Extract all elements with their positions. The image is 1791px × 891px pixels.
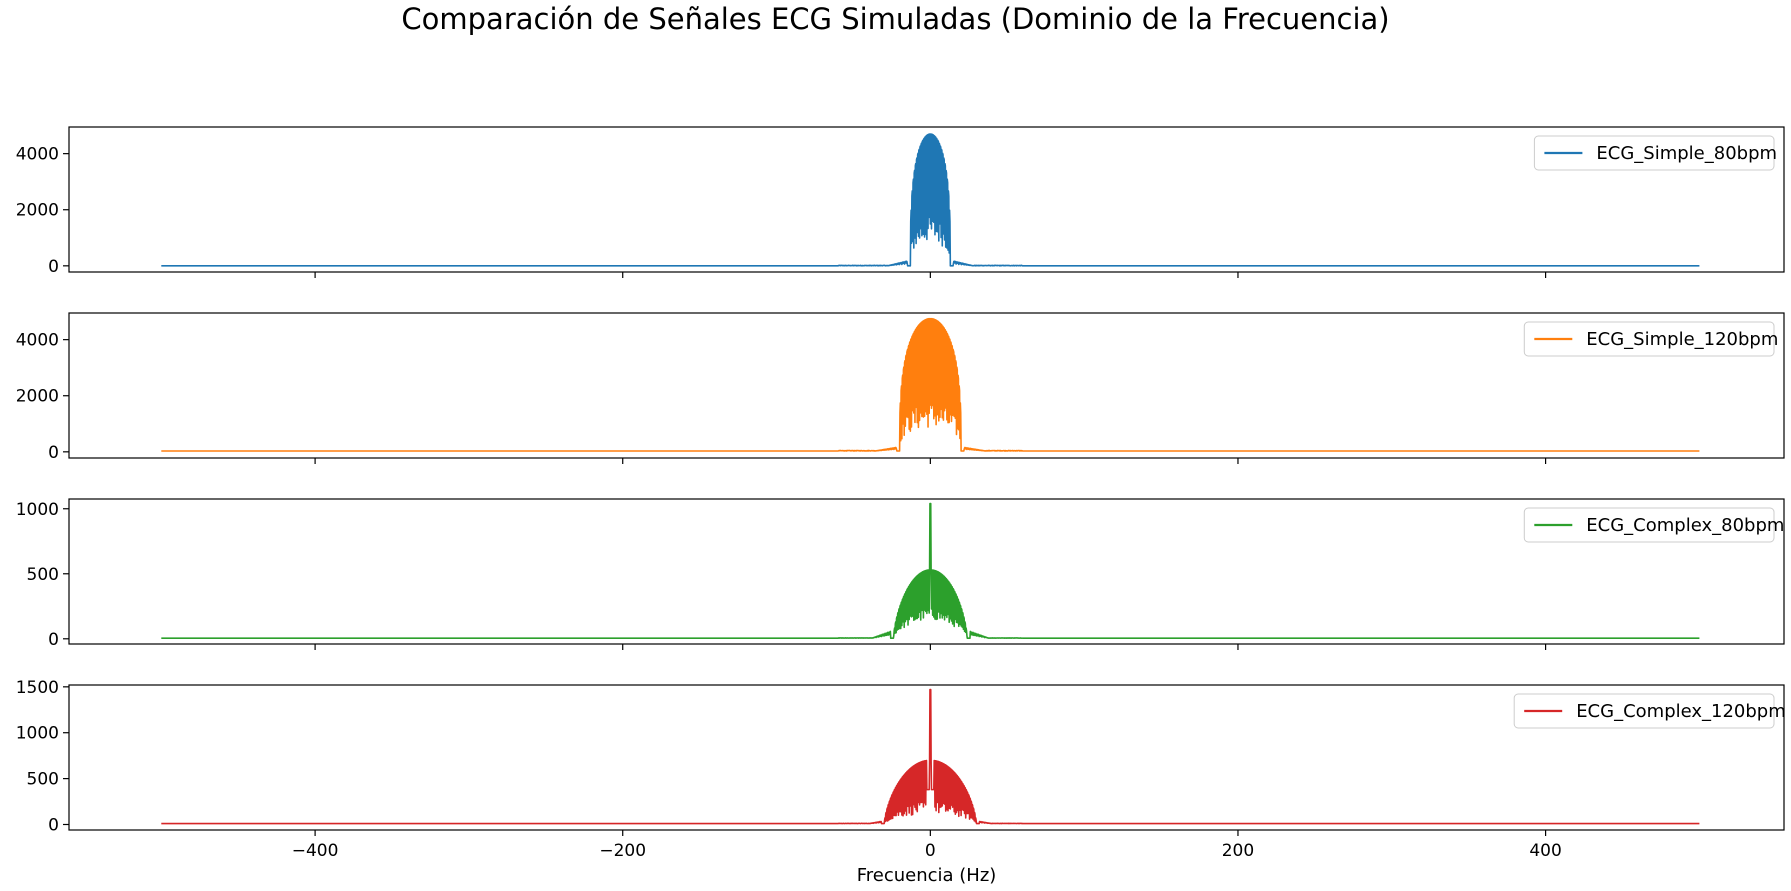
series-line-ECG_Simple_80bpm: [160, 133, 1700, 267]
ytick-label: 1000: [16, 724, 59, 744]
panel-4: 0 500 1000 1500 −400 −200 0 200 400 Frecuencia (H…: [16, 678, 1786, 886]
xtick-label: 200: [1222, 841, 1254, 861]
legend-label: ECG_Complex_120bpm: [1576, 701, 1786, 722]
xtick-label: 0: [925, 841, 936, 861]
legend-box: [1533, 135, 1775, 171]
panel-2: 0 2000 4000 ECG_Simple_120bpm: [16, 312, 1785, 464]
legend-label: ECG_Simple_80bpm: [1596, 143, 1777, 164]
axes-frame: [68, 312, 1785, 459]
series-line-ECG_Complex_80bpm: [160, 502, 1700, 639]
x-axis-label: Frecuencia (Hz): [857, 865, 997, 886]
axes-frame: [68, 498, 1785, 645]
xtick-label: 400: [1529, 841, 1561, 861]
legend-label: ECG_Complex_80bpm: [1586, 515, 1784, 536]
ytick-label: 500: [27, 770, 59, 790]
axes-frame: [68, 684, 1785, 831]
axes-frame: [68, 126, 1785, 273]
ytick-label: 500: [27, 565, 59, 585]
ytick-label: 1000: [16, 500, 59, 520]
legend-box: [1513, 693, 1775, 729]
series-line-ECG_Simple_120bpm: [160, 317, 1700, 452]
figure-title: Comparación de Señales ECG Simuladas (Do…: [401, 2, 1390, 36]
ytick-label: 4000: [16, 145, 59, 165]
series-line-ECG_Complex_120bpm: [160, 688, 1700, 825]
ytick-label: 1500: [16, 678, 59, 698]
xtick-label: −200: [599, 841, 646, 861]
panel-1: 0 2000 4000 ECG_Simple_80bpm: [16, 126, 1785, 278]
ytick-label: 0: [48, 443, 59, 463]
ytick-label: 0: [48, 257, 59, 277]
ytick-label: 2000: [16, 201, 59, 221]
xtick-label: −400: [292, 841, 339, 861]
ytick-label: 0: [48, 630, 59, 650]
legend-box: [1523, 507, 1775, 543]
ytick-label: 2000: [16, 387, 59, 407]
legend-box: [1523, 321, 1775, 357]
panel-3: 0 500 1000 ECG_Complex_80bpm: [16, 498, 1785, 650]
ytick-label: 0: [48, 815, 59, 835]
legend-label: ECG_Simple_120bpm: [1586, 329, 1778, 350]
ytick-label: 4000: [16, 331, 59, 351]
